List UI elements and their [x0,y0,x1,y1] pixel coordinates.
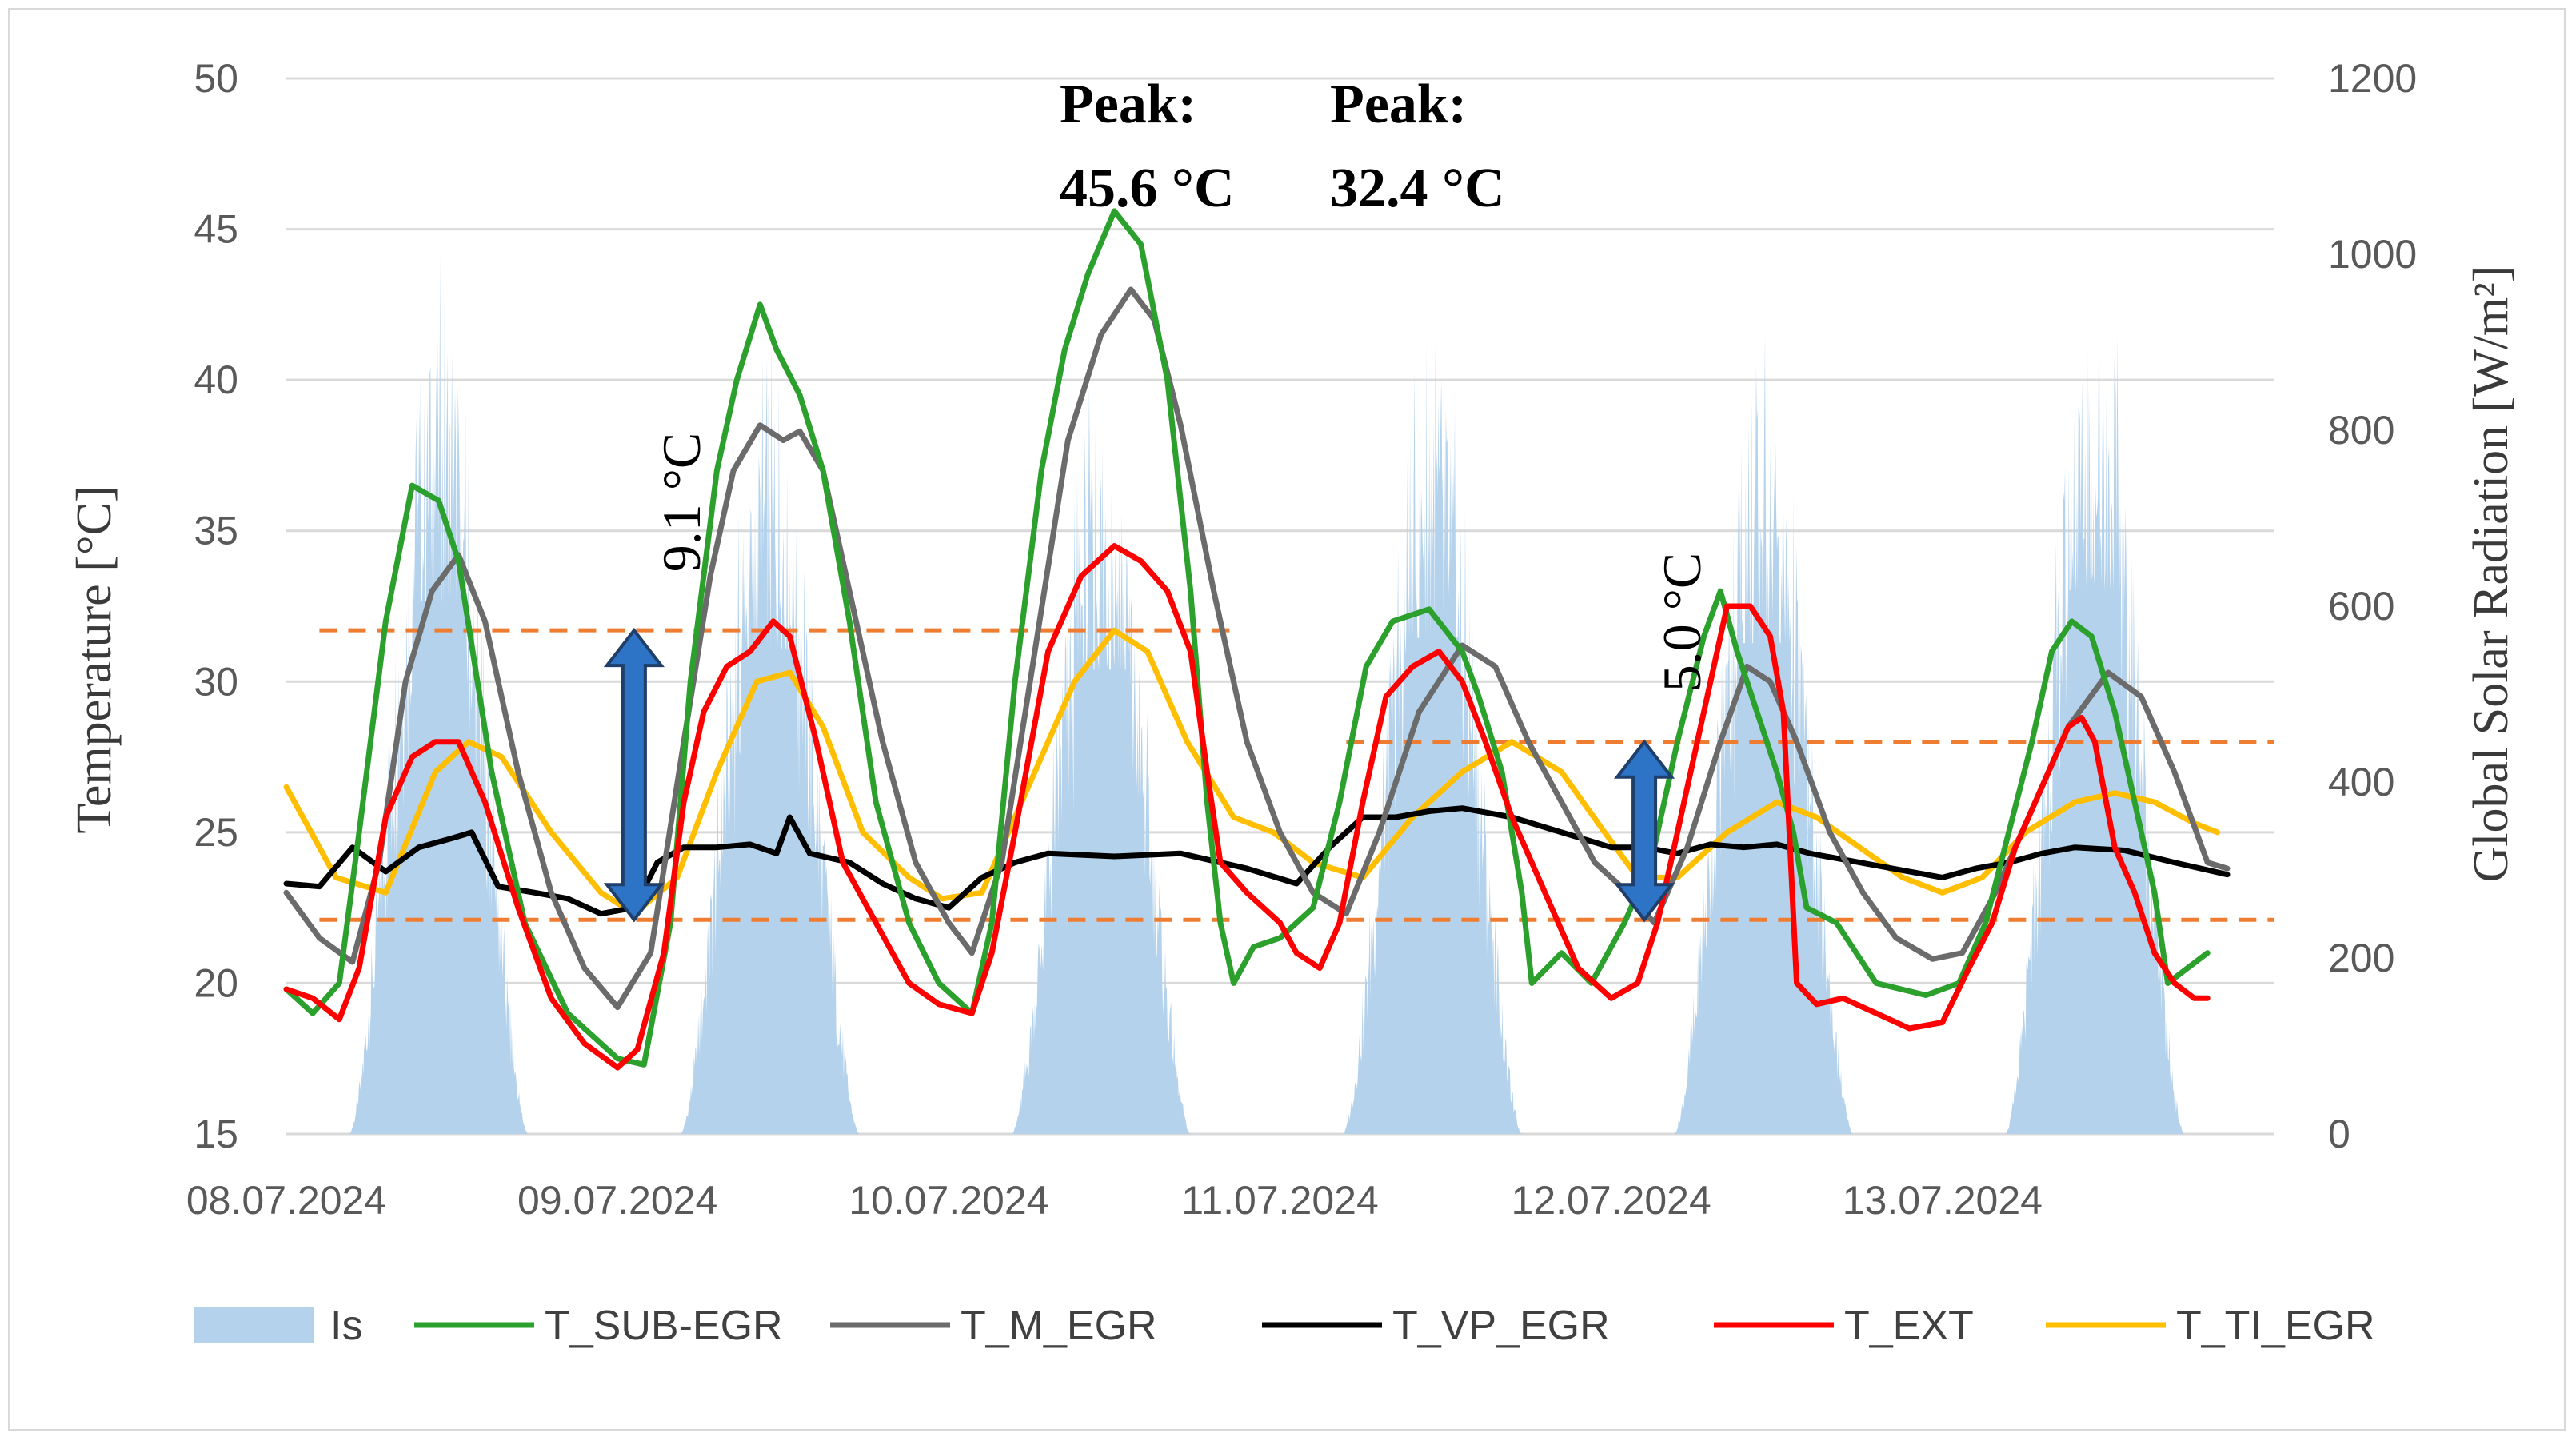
y-left-tick-15: 15 [194,1112,238,1156]
chart-frame: 15 20 25 30 35 40 45 50 0 200 400 600 800 1000 1200 0… [8,8,2566,1431]
x-tick-0: 08.07.2024 [186,1178,386,1223]
legend-swatch-is [194,1307,314,1343]
is-area-day-2 [680,325,860,1134]
y-right-tick-1200: 1200 [2328,56,2417,101]
y-left-tick-40: 40 [194,357,238,402]
delta-arrows [603,627,1675,923]
series-line-t-ext [283,543,2211,1071]
peak-1-value: 45.6 °C [1060,158,1235,219]
gridlines [286,77,2274,1136]
y-right-title: Global Solar Radiation [W/m²] [2464,265,2518,882]
y-right-tick-600: 600 [2328,584,2394,629]
x-tick-1: 09.07.2024 [517,1178,717,1223]
legend-label-t-vp-egr: T_VP_EGR [1392,1303,1610,1349]
legend-label-t-m-egr: T_M_EGR [961,1303,1157,1349]
y-right-tick-200: 200 [2328,936,2394,980]
x-tick-4: 12.07.2024 [1512,1178,1711,1223]
peak-2-label: Peak: [1330,74,1467,135]
y-left-tick-20: 20 [194,960,238,1005]
delta-arrow-left [603,627,665,923]
legend: Is T_SUB-EGR T_M_EGR T_VP_EGR T_EXT T_TI… [194,1303,2375,1349]
y-left-tick-50: 50 [194,56,238,101]
legend-label-t-ext: T_EXT [1844,1303,1974,1349]
is-area-day-6 [2005,334,2185,1134]
x-axis-ticks: 08.07.2024 09.07.2024 10.07.2024 11.07.2024… [186,1178,2043,1223]
left-axis-ticks: 15 20 25 30 35 40 45 50 [194,56,238,1156]
y-left-tick-35: 35 [194,509,238,553]
x-tick-3: 11.07.2024 [1181,1178,1379,1223]
y-left-tick-45: 45 [194,207,238,252]
is-area-day-1 [349,256,529,1135]
y-left-tick-30: 30 [194,659,238,704]
right-axis-ticks: 0 200 400 600 800 1000 1200 [2328,56,2417,1156]
y-left-title: Temperature [°C] [67,485,122,833]
y-left-tick-25: 25 [194,810,238,855]
is-area-day-3 [1012,387,1191,1134]
is-area-day-4 [1343,341,1522,1135]
radiation-area [349,256,2185,1135]
series-lines [283,208,2231,1071]
chart: 15 20 25 30 35 40 45 50 0 200 400 600 800 1000 1200 0… [67,56,2518,1349]
series-line-t-vp-egr [283,805,2231,917]
delta-label-left: 9.1 °C [651,433,712,573]
series-line-t-m-egr [283,286,2231,1011]
y-right-tick-400: 400 [2328,760,2394,804]
peak-1-label: Peak: [1060,74,1196,135]
x-tick-2: 10.07.2024 [849,1178,1048,1223]
delta-label-right: 5.0 °C [1651,553,1712,693]
legend-label-t-ti-egr: T_TI_EGR [2176,1303,2375,1349]
series-line-t-sub-egr [283,208,2211,1068]
y-right-tick-1000: 1000 [2328,232,2417,277]
y-right-tick-800: 800 [2328,408,2394,453]
delta-arrow-right [1614,739,1675,923]
y-right-tick-0: 0 [2328,1112,2350,1156]
legend-label-is: Is [330,1303,362,1349]
x-tick-5: 13.07.2024 [1843,1178,2043,1223]
peak-2-value: 32.4 °C [1330,158,1505,219]
legend-label-t-sub-egr: T_SUB-EGR [545,1303,783,1349]
